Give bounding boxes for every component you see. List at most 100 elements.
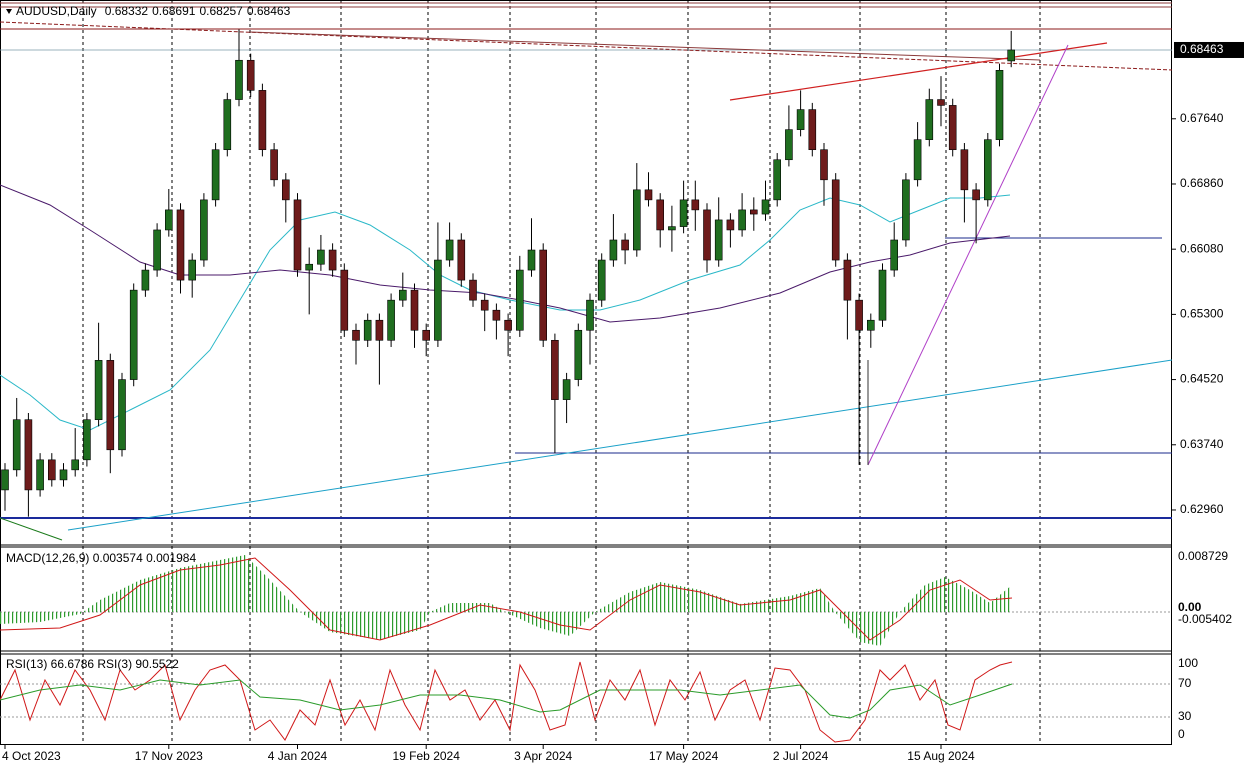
candle-body [129, 289, 138, 380]
candle-body [340, 269, 349, 331]
candle-body [890, 239, 899, 271]
period-separators [82, 0, 1041, 745]
rsi-axis-label: 30 [1178, 709, 1192, 723]
candle-body [445, 239, 454, 261]
candle-body [94, 360, 103, 421]
candle-body [948, 105, 957, 151]
candle-body [703, 209, 711, 261]
candle-body [995, 69, 1004, 140]
candle-body [492, 309, 501, 321]
candle-body [328, 249, 337, 271]
candle-body [387, 299, 395, 341]
ohlc-high: 0.68691 [152, 4, 196, 18]
candle-body [398, 289, 407, 301]
candle-body [36, 459, 44, 491]
x-tick-label: 17 May 2024 [649, 749, 719, 763]
candle-body [375, 319, 384, 341]
macd-label: MACD(12,26,9) 0.003574 0.001984 [6, 551, 196, 565]
candle-body [749, 209, 758, 215]
candle-body [691, 199, 700, 211]
candle-body [972, 189, 980, 201]
price-box [1174, 41, 1244, 58]
candle-body [983, 139, 992, 201]
candle-body [24, 419, 33, 491]
candle-body [668, 226, 676, 231]
candle-body [457, 239, 466, 281]
candle-body [855, 299, 863, 331]
macd-axis-label: -0.005402 [1178, 612, 1232, 626]
candle-body [293, 199, 302, 271]
candle-body [785, 129, 793, 161]
candle-body [808, 109, 817, 151]
y-tick-label: 0.62960 [1180, 502, 1224, 516]
candle-body [188, 259, 196, 281]
candle-body [796, 109, 805, 130]
candle-body [597, 259, 606, 301]
x-tick-label: 2 Jul 2024 [773, 749, 829, 763]
x-tick-label: 17 Nov 2023 [135, 749, 203, 763]
candle-body [153, 229, 161, 271]
candle-body [363, 319, 372, 341]
candle-body [59, 469, 68, 481]
candle-body [574, 329, 583, 380]
rsi-axis-label: 70 [1178, 676, 1192, 690]
macd-axis-label: 0.00 [1178, 600, 1202, 614]
candle-body [937, 99, 945, 106]
candle-body [902, 179, 910, 241]
candle-body [12, 419, 21, 471]
x-tick-label: 4 Oct 2023 [2, 749, 61, 763]
candle-body [632, 189, 641, 251]
candle-body [258, 90, 267, 151]
ohlc-open: 0.68332 [105, 4, 149, 18]
candle-body [562, 379, 571, 400]
candle-body [679, 199, 688, 227]
y-tick-label: 0.65300 [1180, 307, 1224, 321]
candle-body [960, 149, 969, 191]
candle-body [246, 59, 255, 91]
ohlc-close: 0.68463 [247, 4, 291, 18]
macd-axis-label: 0.008729 [1178, 549, 1228, 563]
candle-body [165, 209, 173, 231]
y-tick-label: 0.64520 [1180, 372, 1224, 386]
candle-body [551, 339, 559, 400]
candle-body [656, 199, 665, 231]
x-tick-label: 15 Aug 2024 [907, 749, 975, 763]
chart-title: AUDUSD,Daily 0.68332 0.68691 0.68257 0.68463 [16, 4, 291, 18]
candle-body [714, 219, 723, 261]
rsi-axis-label: 0 [1178, 727, 1185, 741]
candle-body [843, 259, 852, 301]
ohlc-low: 0.68257 [199, 4, 243, 18]
candle-body [118, 379, 126, 451]
candle-body [1, 469, 9, 491]
candle-body [820, 149, 828, 181]
candle-body [270, 149, 278, 181]
candle-body [83, 419, 91, 461]
candle-body [913, 139, 922, 181]
rsi-panel [0, 661, 1172, 743]
candle-body [504, 319, 512, 331]
candle-body [410, 289, 419, 331]
y-tick-label: 0.63740 [1180, 437, 1224, 451]
candle-body [305, 263, 314, 271]
candle-body [738, 209, 746, 231]
candle-body [644, 189, 653, 201]
y-tick-label: 0.66860 [1180, 176, 1224, 190]
price-label: 0.68463 [1180, 42, 1224, 56]
candle-body [141, 269, 150, 291]
candle-body [726, 219, 735, 231]
candle-body [176, 209, 185, 281]
candle-body [878, 269, 887, 321]
candle-body [925, 99, 934, 140]
symbol: AUDUSD,Daily [16, 4, 97, 18]
candle-body [866, 319, 875, 331]
candle-body [539, 249, 548, 341]
candle-body [200, 199, 208, 261]
candle-body [317, 249, 325, 265]
candle-body [831, 179, 840, 261]
collapse-icon [6, 9, 12, 14]
candle-body [352, 329, 360, 341]
rsi-label: RSI(13) 66.6786 RSI(3) 90.5522 [6, 657, 179, 671]
candle-body [609, 239, 618, 261]
candle-body [527, 249, 536, 271]
